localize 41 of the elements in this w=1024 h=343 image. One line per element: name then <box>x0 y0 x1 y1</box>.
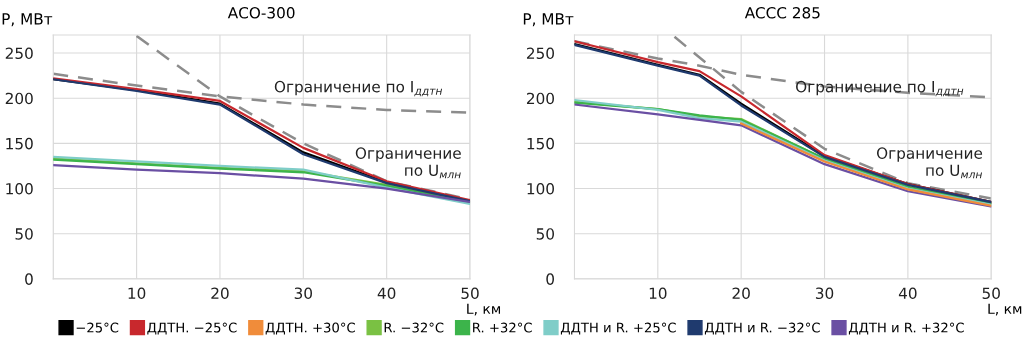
x-tick-label: 50 <box>982 287 1000 300</box>
y-tick-label: 100 <box>527 183 554 195</box>
legend-label: R. −32°C <box>384 322 444 333</box>
annotation: Ограничение по U$_{млн}$ <box>355 147 461 179</box>
x-tick-label: 10 <box>128 287 146 300</box>
legend-label: ДДТН. −25°C <box>147 322 237 335</box>
chart-title: ACCC 285 <box>744 6 820 19</box>
annotation: Ограничение по I$_{ддтн}$ <box>796 80 964 97</box>
y-tick-label: 200 <box>5 92 33 105</box>
legend-label: ДДТН и R. −32°C <box>704 322 820 335</box>
y-axis-title: P, МВт <box>2 13 53 27</box>
y-tick-label: 250 <box>5 47 33 60</box>
legend-label: −25°C <box>76 322 119 333</box>
y-tick-label: 50 <box>536 228 554 240</box>
x-tick-label: 40 <box>377 287 396 300</box>
y-tick-label: 200 <box>526 92 554 105</box>
y-tick-label: 0 <box>546 273 555 285</box>
x-tick-label: 30 <box>815 287 834 300</box>
chart-title: АСО-300 <box>227 6 295 19</box>
legend-label: ДДТН и R. +32°C <box>848 322 964 335</box>
x-tick-label: 10 <box>649 287 667 300</box>
y-tick-label: 100 <box>6 183 33 195</box>
y-axis-title: P, МВт <box>523 13 574 27</box>
x-tick-label: 40 <box>898 287 917 300</box>
legend-label: R. +32°C <box>473 322 532 333</box>
y-tick-label: 150 <box>6 137 33 150</box>
x-tick-label: 50 <box>461 287 479 300</box>
x-tick-label: 20 <box>732 287 750 300</box>
x-axis-title: L, км <box>467 303 501 316</box>
x-axis-title: L, км <box>988 303 1022 316</box>
x-tick-label: 30 <box>294 287 313 300</box>
y-tick-label: 0 <box>25 273 33 285</box>
line-series <box>740 122 992 207</box>
y-tick-label: 250 <box>526 47 554 60</box>
legend-label: ДДТН. +30°C <box>265 322 355 335</box>
annotation: Ограничение по I$_{ддтн}$ <box>274 80 443 97</box>
y-tick-label: 50 <box>15 228 33 240</box>
legend-label: ДДТН и R. +25°C <box>560 322 676 335</box>
x-tick-label: 20 <box>211 287 229 300</box>
y-tick-label: 150 <box>527 137 554 150</box>
annotation: Ограничение по U$_{млн}$ <box>876 147 983 179</box>
